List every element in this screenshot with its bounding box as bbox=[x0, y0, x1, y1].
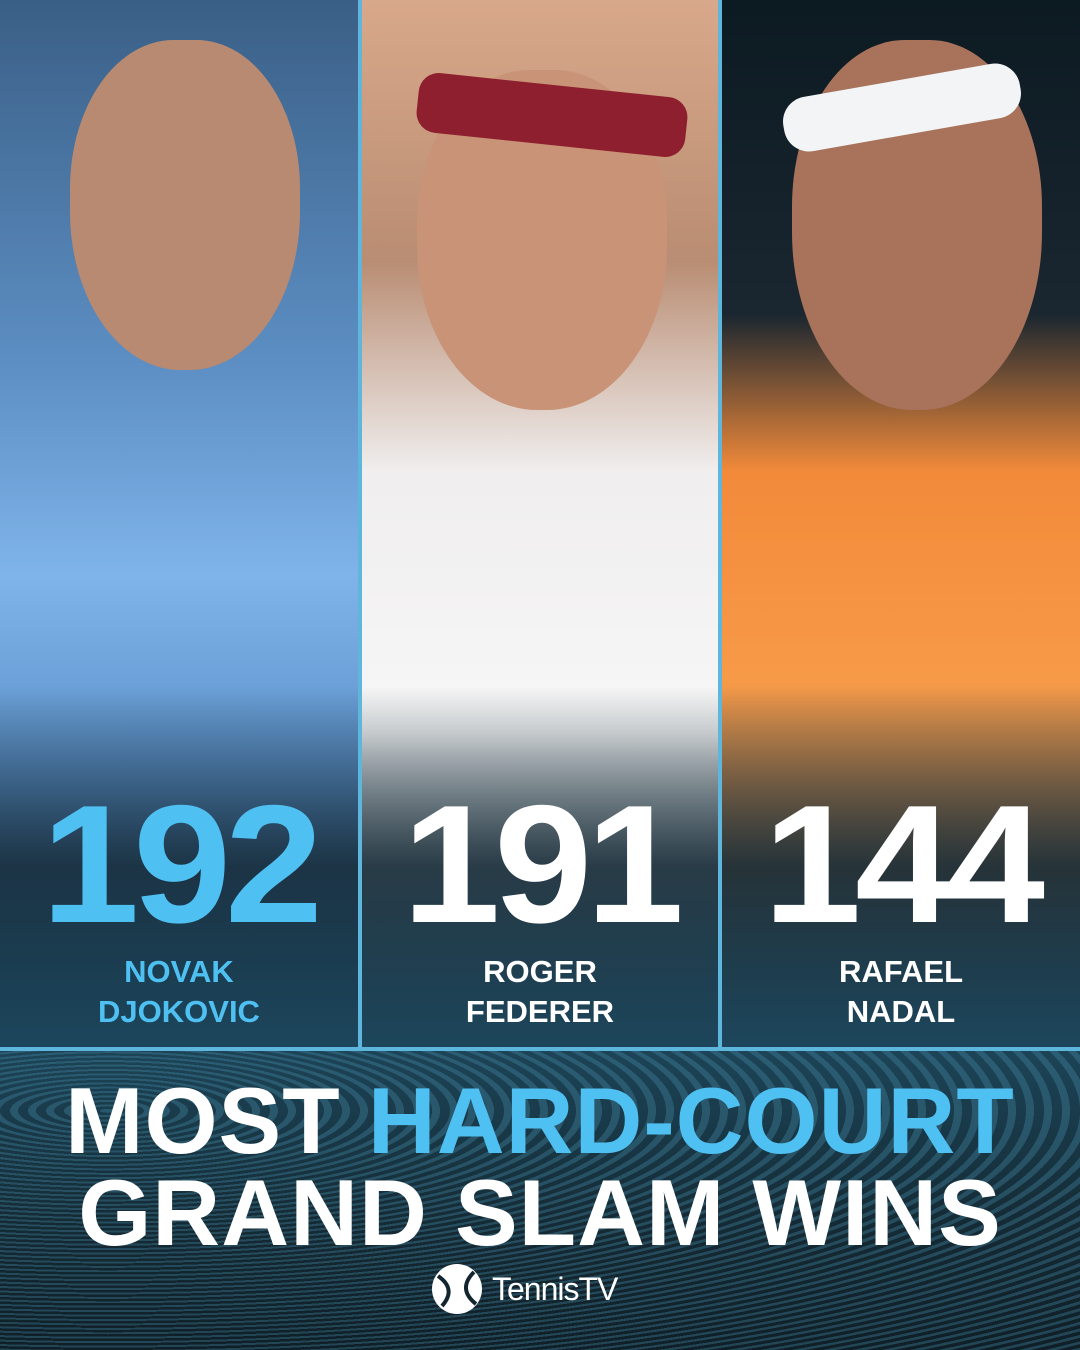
tennistv-logo: TennisTV bbox=[430, 1262, 618, 1316]
tennis-ball-icon bbox=[432, 1264, 482, 1314]
player-panel-federer: 191 ROGER FEDERER bbox=[362, 0, 718, 1047]
title-line-2: GRAND SLAM WINS bbox=[78, 1160, 1002, 1265]
player-panel-nadal: 144 RAFAEL NADAL bbox=[722, 0, 1080, 1047]
player-name: NOVAK DJOKOVIC bbox=[98, 954, 260, 1029]
player-panel-djokovic: 192 NOVAK DJOKOVIC bbox=[0, 0, 358, 1047]
title-line-1: MOST HARD-COURT bbox=[65, 1068, 1015, 1173]
player-name: RAFAEL NADAL bbox=[839, 954, 963, 1029]
player-name: ROGER FEDERER bbox=[465, 954, 615, 1029]
win-count: 144 bbox=[763, 770, 1045, 958]
divider bbox=[358, 0, 362, 1047]
win-count: 192 bbox=[41, 770, 323, 958]
title-band bbox=[0, 1047, 1080, 1350]
win-count: 191 bbox=[402, 770, 684, 958]
logo-text: TennisTV bbox=[492, 1270, 618, 1307]
player-photo bbox=[70, 40, 300, 370]
divider bbox=[718, 0, 722, 1047]
